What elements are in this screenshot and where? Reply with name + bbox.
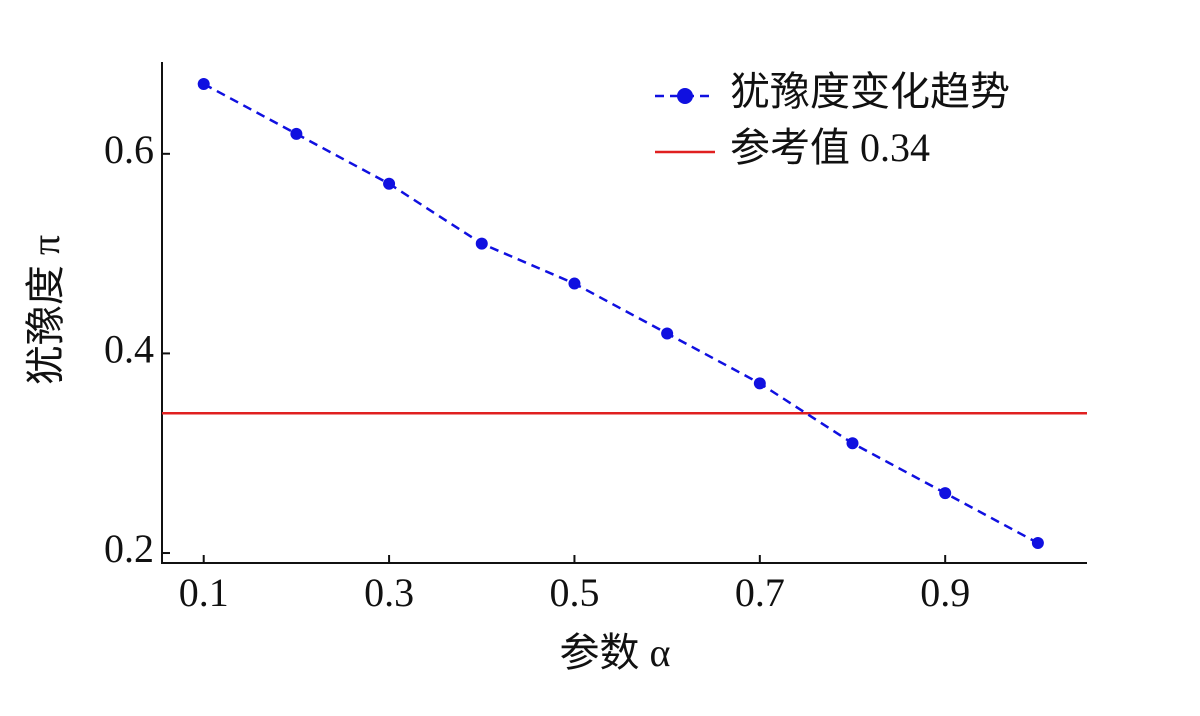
data-point [568, 277, 581, 290]
legend-label: 参考值 0.34 [730, 125, 930, 170]
legend-label: 犹豫度变化趋势 [730, 69, 1010, 114]
x-tick-label: 0.7 [735, 570, 785, 615]
data-point [1031, 537, 1044, 550]
x-tick-label: 0.3 [364, 570, 414, 615]
data-point [939, 487, 952, 500]
x-axis-label: 参数 α [560, 630, 671, 675]
legend-marker [677, 88, 693, 104]
data-point [475, 237, 488, 250]
x-tick-label: 0.5 [549, 570, 599, 615]
data-point [290, 127, 303, 140]
y-tick-label: 0.6 [104, 127, 154, 172]
x-tick-label: 0.9 [920, 570, 970, 615]
data-point [661, 327, 674, 340]
x-tick-label: 0.1 [179, 570, 229, 615]
data-point [383, 177, 396, 190]
y-tick-label: 0.2 [104, 526, 154, 571]
y-axis-label: 犹豫度 π [23, 235, 68, 385]
y-tick-label: 0.4 [104, 327, 154, 372]
data-point [197, 77, 210, 90]
data-point [753, 377, 766, 390]
data-point [846, 437, 859, 450]
series-line [203, 82, 1039, 545]
